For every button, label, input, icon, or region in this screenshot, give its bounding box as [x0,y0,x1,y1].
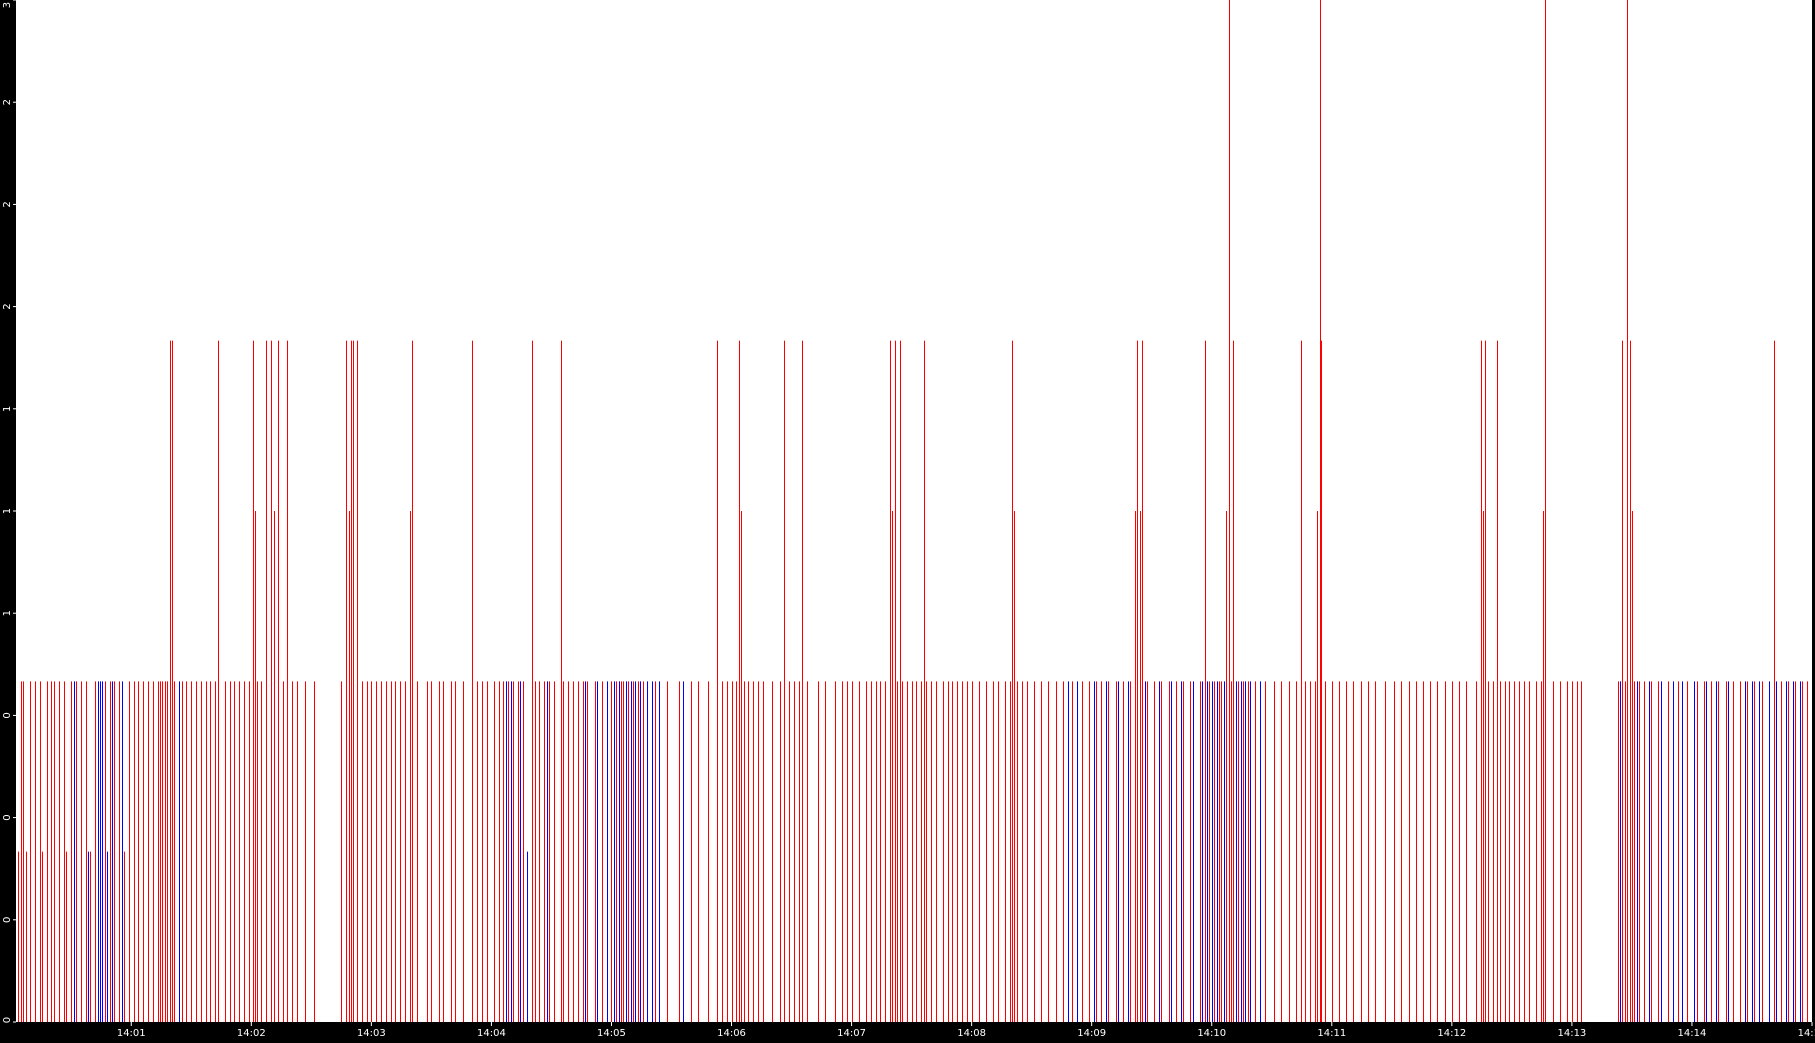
y-tick-label-2: 0 [2,814,13,820]
x-tick-label-14: 14:15 [1798,1028,1815,1039]
y-tick-label-3: 0 [2,712,13,718]
y-axis: 0 0 0 0 1 1 1 2 2 2 3 [2,0,16,1023]
x-tick-label-10: 14:11 [1317,1028,1346,1039]
y-tick-label-8: 2 [2,201,13,207]
x-tick-label-3: 14:04 [477,1028,506,1039]
bars-layer [18,0,1808,1022]
x-tick-label-1: 14:02 [237,1028,266,1039]
y-tick-label-10: 3 [2,2,13,8]
y-tick-label-9: 2 [2,99,13,105]
x-tick-label-12: 14:13 [1557,1028,1586,1039]
x-tick-label-9: 14:10 [1197,1028,1226,1039]
x-tick-label-2: 14:03 [357,1028,386,1039]
y-tick-label-7: 2 [2,303,13,309]
x-tick-label-0: 14:01 [117,1028,146,1039]
x-tick-label-11: 14:12 [1437,1028,1466,1039]
y-tick-label-6: 1 [2,406,13,412]
x-tick-label-8: 14:09 [1077,1028,1106,1039]
x-tick-label-6: 14:07 [837,1028,866,1039]
y-tick-label-4: 1 [2,610,13,616]
x-tick-label-4: 14:05 [597,1028,626,1039]
x-tick-label-13: 14:14 [1678,1028,1707,1039]
y-tick-label-5: 1 [2,508,13,514]
plot-area [16,0,1812,1022]
y-tick-label-1: 0 [2,917,13,923]
x-tick-label-5: 14:06 [717,1028,746,1039]
x-axis: 14:01 14:02 14:03 14:04 14:05 14:06 14:07 14:08… [117,1022,1815,1039]
y-tick-label-0: 0 [2,1017,13,1023]
x-tick-label-7: 14:08 [957,1028,986,1039]
